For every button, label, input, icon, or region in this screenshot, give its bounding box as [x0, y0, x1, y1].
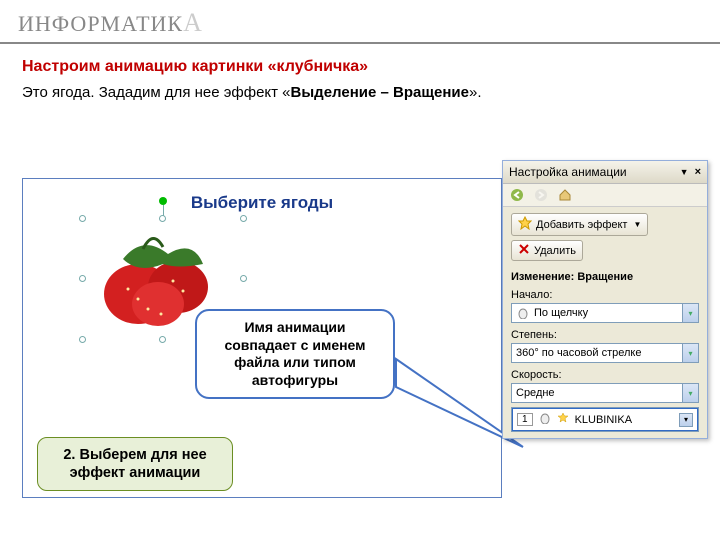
rotation-handle[interactable]: [159, 197, 167, 205]
brand-title-suffix: А: [183, 8, 203, 37]
animation-pane: Настройка анимации ▼ × Добавить эффект ▼…: [502, 160, 708, 439]
change-label: Изменение: Вращение: [511, 271, 699, 283]
start-combo[interactable]: По щелчку ▾: [511, 303, 699, 323]
speed-label: Скорость:: [511, 369, 699, 381]
subtext-plain: Это ягода. Зададим для нее эффект «: [22, 84, 291, 101]
close-icon[interactable]: ×: [695, 166, 701, 178]
resize-handle[interactable]: [79, 215, 86, 222]
add-effect-button[interactable]: Добавить эффект ▼: [511, 213, 648, 236]
pane-navbar: [503, 184, 707, 207]
slide-title: Выберите ягоды: [23, 193, 501, 213]
chevron-down-icon[interactable]: ▾: [682, 344, 698, 362]
callout-text: Имя анимации совпадает с именем файла ил…: [224, 319, 365, 388]
back-icon[interactable]: [509, 187, 525, 203]
subtext: Это ягода. Зададим для нее эффект «Выдел…: [22, 84, 698, 101]
item-index: 1: [517, 413, 533, 426]
resize-handle[interactable]: [240, 275, 247, 282]
animation-list: 1 KLUBINIKA ▾: [511, 407, 699, 432]
subtext-bold: Выделение – Вращение: [291, 84, 469, 101]
chevron-down-icon[interactable]: ▾: [679, 413, 693, 427]
chevron-down-icon[interactable]: ▾: [682, 384, 698, 402]
speed-value: Средне: [516, 387, 555, 399]
delete-icon: [518, 243, 530, 258]
mouse-icon: [539, 412, 551, 427]
resize-handle[interactable]: [79, 336, 86, 343]
page-header: ИНФОРМАТИКА: [0, 0, 720, 44]
chevron-down-icon[interactable]: ▾: [682, 304, 698, 322]
step-hint: 2. Выберем для нее эффект анимации: [37, 437, 233, 491]
start-value: По щелчку: [534, 307, 588, 319]
add-effect-label: Добавить эффект: [536, 219, 627, 231]
chevron-down-icon: ▼: [633, 220, 641, 229]
remove-label: Удалить: [534, 245, 576, 257]
slide-preview: Выберите ягоды Имя анимации совпадает с …: [22, 178, 502, 498]
degree-combo[interactable]: 360° по часовой стрелке ▾: [511, 343, 699, 363]
brand-title: ИНФОРМАТИКА: [18, 11, 203, 36]
resize-handle[interactable]: [159, 215, 166, 222]
pane-body: Добавить эффект ▼ Удалить Изменение: Вра…: [503, 207, 707, 438]
resize-handle[interactable]: [240, 215, 247, 222]
item-name: KLUBINIKA: [575, 414, 632, 426]
effect-star-icon: [557, 412, 569, 427]
brand-title-base: ИНФОРМАТИК: [18, 11, 183, 36]
resize-handle[interactable]: [79, 275, 86, 282]
forward-icon[interactable]: [533, 187, 549, 203]
star-icon: [518, 216, 532, 233]
degree-value: 360° по часовой стрелке: [516, 347, 641, 359]
animation-list-item[interactable]: 1 KLUBINIKA ▾: [512, 408, 698, 431]
start-label: Начало:: [511, 289, 699, 301]
dropdown-icon[interactable]: ▼: [680, 167, 689, 177]
degree-label: Степень:: [511, 329, 699, 341]
animation-pane-titlebar[interactable]: Настройка анимации ▼ ×: [503, 161, 707, 184]
subtext-tail: ».: [469, 84, 482, 101]
step-hint-text: 2. Выберем для нее эффект анимации: [63, 447, 206, 481]
remove-button[interactable]: Удалить: [511, 240, 583, 261]
main-heading: Настроим анимацию картинки «клубничка»: [22, 58, 698, 76]
speed-combo[interactable]: Средне ▾: [511, 383, 699, 403]
callout-bubble: Имя анимации совпадает с именем файла ил…: [195, 309, 395, 399]
home-icon[interactable]: [557, 187, 573, 203]
resize-handle[interactable]: [159, 336, 166, 343]
mouse-icon: [516, 306, 530, 320]
animation-pane-title: Настройка анимации: [509, 165, 680, 179]
